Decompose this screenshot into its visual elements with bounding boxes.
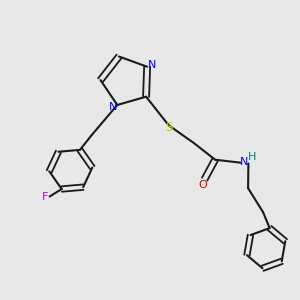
Text: S: S	[166, 121, 173, 134]
Text: O: O	[199, 180, 208, 190]
Text: N: N	[109, 102, 117, 112]
Text: F: F	[42, 191, 48, 202]
Text: N: N	[148, 60, 156, 70]
Text: N: N	[240, 157, 249, 167]
Text: H: H	[248, 152, 256, 162]
